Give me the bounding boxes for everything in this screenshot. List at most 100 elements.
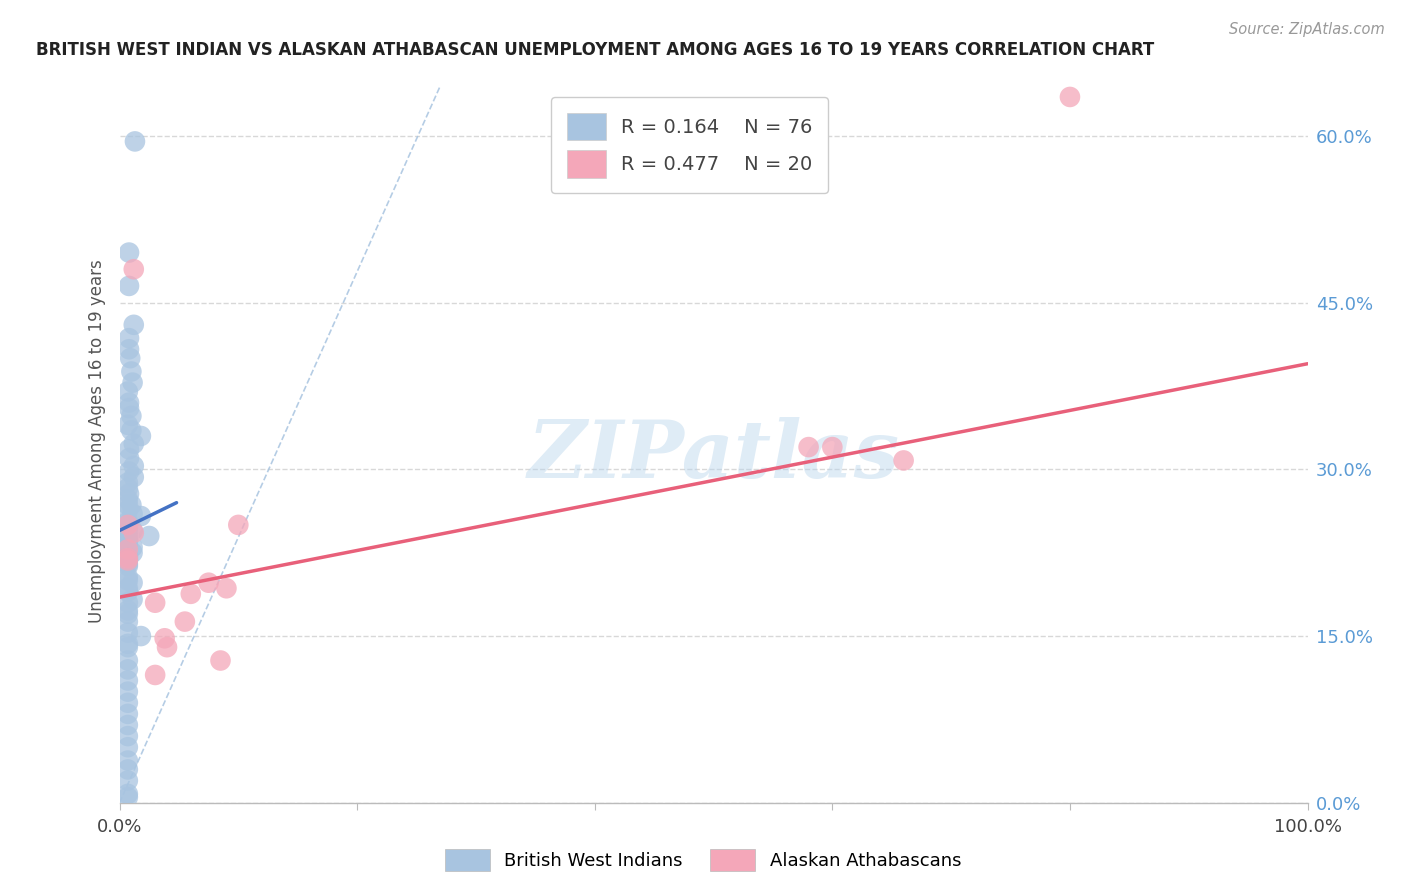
- Point: [117, 574, 139, 588]
- Point: [209, 653, 232, 667]
- Point: [117, 517, 139, 532]
- Point: [197, 575, 219, 590]
- Point: [117, 521, 139, 535]
- Point: [117, 740, 139, 755]
- Point: [117, 684, 139, 698]
- Point: [143, 668, 166, 682]
- Point: [122, 436, 145, 450]
- Point: [117, 584, 139, 599]
- Point: [121, 507, 143, 521]
- Point: [117, 557, 139, 571]
- Point: [120, 424, 142, 438]
- Point: [117, 773, 139, 788]
- Point: [122, 525, 145, 540]
- Point: [117, 503, 139, 517]
- Point: [215, 581, 238, 595]
- Point: [117, 596, 139, 610]
- Point: [117, 537, 139, 551]
- Point: [118, 401, 141, 416]
- Point: [129, 429, 152, 443]
- Point: [173, 615, 195, 629]
- Point: [117, 384, 139, 399]
- Point: [122, 318, 145, 332]
- Point: [117, 534, 139, 549]
- Point: [118, 395, 141, 409]
- Point: [117, 517, 139, 532]
- Point: [117, 525, 139, 540]
- Point: [117, 625, 139, 640]
- Point: [1059, 90, 1081, 104]
- Point: [138, 529, 160, 543]
- Point: [117, 637, 139, 651]
- Point: [117, 515, 139, 529]
- Point: [117, 559, 139, 574]
- Point: [120, 409, 142, 423]
- Point: [117, 787, 139, 801]
- Point: [122, 458, 145, 473]
- Legend: R = 0.164    N = 76, R = 0.477    N = 20: R = 0.164 N = 76, R = 0.477 N = 20: [551, 97, 828, 193]
- Point: [153, 632, 176, 646]
- Point: [117, 553, 139, 567]
- Point: [118, 279, 141, 293]
- Point: [121, 592, 143, 607]
- Point: [118, 442, 141, 457]
- Point: [117, 417, 139, 432]
- Point: [797, 440, 820, 454]
- Point: [120, 351, 142, 366]
- Point: [118, 451, 141, 466]
- Point: [117, 542, 139, 557]
- Point: [117, 498, 139, 512]
- Point: [117, 551, 139, 566]
- Point: [117, 542, 139, 557]
- Point: [118, 487, 141, 501]
- Point: [117, 492, 139, 507]
- Point: [821, 440, 844, 454]
- Point: [117, 551, 139, 566]
- Point: [117, 696, 139, 710]
- Point: [117, 662, 139, 676]
- Point: [120, 364, 142, 378]
- Point: [143, 596, 166, 610]
- Point: [117, 763, 139, 777]
- Point: [118, 245, 141, 260]
- Point: [121, 376, 143, 390]
- Point: [117, 706, 139, 721]
- Point: [121, 540, 143, 554]
- Point: [117, 570, 139, 584]
- Point: [117, 790, 139, 805]
- Point: [129, 508, 152, 523]
- Point: [117, 553, 139, 567]
- Point: [117, 475, 139, 490]
- Point: [117, 581, 139, 595]
- Y-axis label: Unemployment Among Ages 16 to 19 years: Unemployment Among Ages 16 to 19 years: [87, 260, 105, 624]
- Point: [117, 673, 139, 688]
- Point: [121, 546, 143, 560]
- Text: Source: ZipAtlas.com: Source: ZipAtlas.com: [1229, 22, 1385, 37]
- Point: [117, 754, 139, 768]
- Point: [117, 729, 139, 743]
- Point: [120, 498, 142, 512]
- Point: [129, 629, 152, 643]
- Point: [118, 331, 141, 345]
- Point: [117, 603, 139, 617]
- Point: [117, 531, 139, 545]
- Point: [117, 640, 139, 655]
- Point: [117, 549, 139, 563]
- Legend: British West Indians, Alaskan Athabascans: British West Indians, Alaskan Athabascan…: [437, 842, 969, 879]
- Point: [121, 575, 143, 590]
- Point: [122, 262, 145, 277]
- Point: [118, 343, 141, 357]
- Point: [117, 607, 139, 621]
- Text: ZIPatlas: ZIPatlas: [527, 417, 900, 495]
- Point: [117, 718, 139, 732]
- Point: [180, 587, 202, 601]
- Point: [118, 465, 141, 479]
- Point: [122, 470, 145, 484]
- Point: [228, 517, 250, 532]
- Point: [121, 524, 143, 538]
- Point: [117, 615, 139, 629]
- Point: [124, 135, 146, 149]
- Point: [893, 453, 915, 467]
- Point: [117, 481, 139, 495]
- Point: [117, 653, 139, 667]
